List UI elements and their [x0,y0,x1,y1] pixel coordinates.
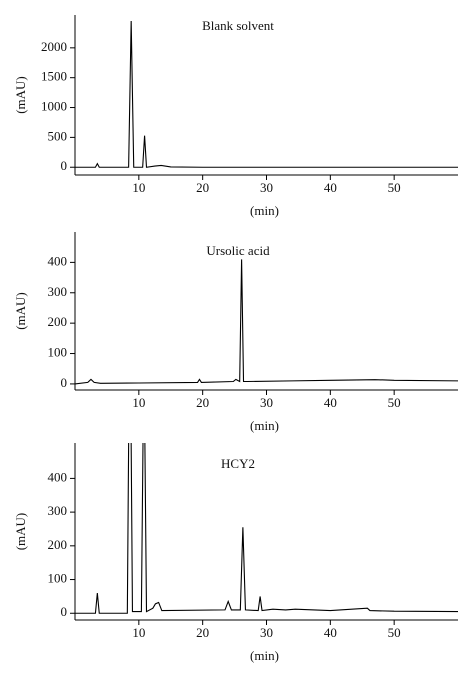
x-tick-label: 20 [196,180,209,195]
x-tick-label: 30 [260,395,273,410]
panel: 0 500 1000 1500 2000 10 20 30 40 50 (min) (mAU) Blan… [13,15,458,218]
panel: 0 100 200 300 400 10 20 30 40 50 (min) (mAU) Ursolic… [13,232,458,433]
x-tick-label: 10 [132,625,145,640]
x-tick-label: 40 [324,395,337,410]
y-tick-label: 1500 [41,69,67,84]
y-tick-label: 2000 [41,39,67,54]
trace [75,443,458,614]
x-tick-label: 40 [324,625,337,640]
x-tick-label: 30 [260,625,273,640]
x-axis-label: (min) [250,648,279,663]
y-tick-label: 100 [48,345,68,360]
trace [75,20,458,168]
y-tick-label: 400 [48,253,68,268]
chart-title: HCY2 [221,456,255,471]
x-tick-label: 10 [132,395,145,410]
x-axis-label: (min) [250,418,279,433]
y-tick-label: 500 [48,128,68,143]
y-tick-label: 200 [48,314,68,329]
x-tick-label: 20 [196,395,209,410]
x-tick-label: 30 [260,180,273,195]
y-tick-label: 0 [61,375,68,390]
y-axis-label: (mAU) [13,513,28,551]
y-axis-label: (mAU) [13,76,28,114]
y-tick-label: 1000 [41,99,67,114]
x-axis-label: (min) [250,203,279,218]
y-tick-label: 100 [48,571,68,586]
x-tick-label: 50 [388,395,401,410]
chart-title: Blank solvent [202,18,274,33]
y-tick-label: 0 [61,604,68,619]
x-tick-label: 10 [132,180,145,195]
panel: 0 100 200 300 400 10 20 30 40 50 (min) (mAU) HCY2 [13,443,458,663]
trace [75,259,458,385]
x-tick-label: 50 [388,180,401,195]
y-tick-label: 0 [61,158,68,173]
y-tick-label: 400 [48,469,68,484]
y-tick-label: 300 [48,503,68,518]
y-tick-label: 200 [48,537,68,552]
chart-title: Ursolic acid [206,243,270,258]
x-tick-label: 50 [388,625,401,640]
x-tick-label: 40 [324,180,337,195]
x-tick-label: 20 [196,625,209,640]
y-axis-label: (mAU) [13,292,28,330]
y-tick-label: 300 [48,284,68,299]
